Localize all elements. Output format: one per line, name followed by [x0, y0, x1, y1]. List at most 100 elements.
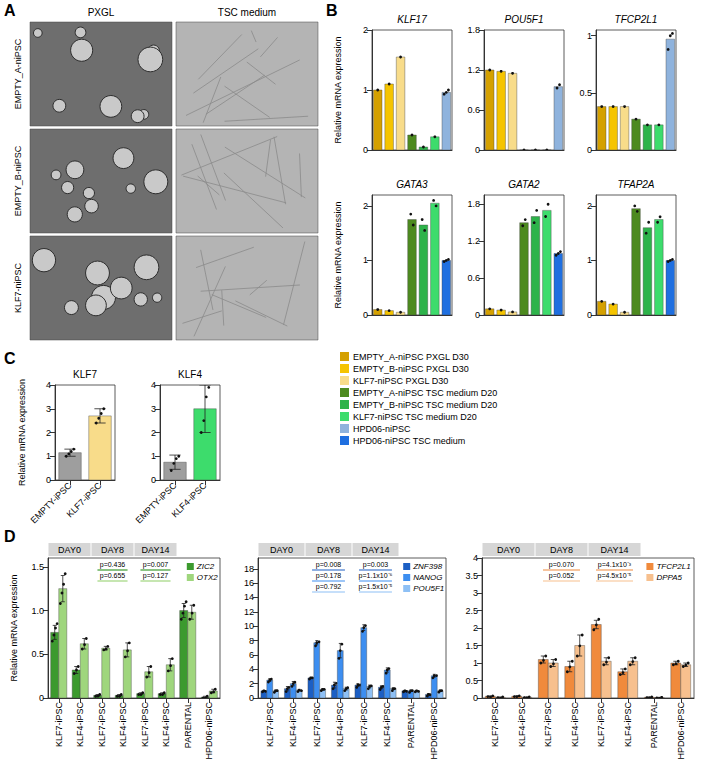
svg-text:Relative mRNA expression: Relative mRNA expression: [9, 574, 19, 681]
svg-text:1: 1: [473, 658, 478, 668]
svg-text:PXGL: PXGL: [88, 7, 115, 18]
svg-text:1.8: 1.8: [467, 25, 480, 35]
svg-text:DAY14: DAY14: [142, 545, 170, 555]
svg-text:DPPA5: DPPA5: [656, 573, 682, 582]
svg-text:2: 2: [473, 623, 478, 633]
svg-text:EMPTY_A-niPSC PXGL D30: EMPTY_A-niPSC PXGL D30: [353, 352, 469, 362]
svg-text:p=4.5x10⁻⁵: p=4.5x10⁻⁵: [598, 572, 632, 580]
svg-text:2: 2: [363, 25, 368, 35]
svg-text:KLF7-iPSC: KLF7-iPSC: [543, 702, 553, 748]
svg-text:HPD06-niPSC: HPD06-niPSC: [204, 702, 214, 760]
svg-text:8: 8: [249, 636, 254, 646]
svg-text:HPD06-niPSC: HPD06-niPSC: [353, 424, 411, 434]
svg-text:C: C: [4, 350, 16, 367]
svg-text:12: 12: [244, 607, 254, 617]
svg-text:4: 4: [249, 664, 254, 674]
svg-text:KLF17: KLF17: [397, 14, 427, 25]
svg-text:B: B: [326, 2, 338, 19]
svg-text:2.5: 2.5: [465, 606, 478, 616]
svg-text:p=0.007: p=0.007: [143, 561, 169, 569]
svg-text:KLF4-iPSC: KLF4-iPSC: [170, 480, 209, 519]
svg-text:EMPTY_B-niPSC PXGL D30: EMPTY_B-niPSC PXGL D30: [353, 364, 469, 374]
svg-text:2: 2: [249, 679, 254, 689]
svg-text:TFCP2L1: TFCP2L1: [656, 562, 690, 571]
svg-text:2: 2: [46, 428, 51, 438]
svg-text:EMPTY_A-niPSC: EMPTY_A-niPSC: [13, 38, 23, 109]
svg-text:KLF7-iPSC: KLF7-iPSC: [65, 480, 104, 519]
svg-text:p=1.1x10⁻⁶: p=1.1x10⁻⁶: [359, 572, 393, 580]
svg-text:KLF4-iPSC: KLF4-iPSC: [570, 702, 580, 748]
svg-text:3: 3: [473, 588, 478, 598]
svg-text:0: 0: [151, 475, 156, 485]
svg-text:3: 3: [151, 404, 156, 414]
svg-text:0: 0: [475, 145, 480, 155]
svg-text:1: 1: [46, 451, 51, 461]
svg-text:p=0.178: p=0.178: [316, 572, 342, 580]
svg-text:10: 10: [244, 621, 254, 631]
svg-text:0: 0: [475, 310, 480, 320]
svg-text:0: 0: [249, 693, 254, 703]
svg-text:DAY8: DAY8: [317, 545, 340, 555]
svg-text:0: 0: [39, 693, 44, 703]
svg-text:4: 4: [46, 380, 51, 390]
svg-text:TFAP2A: TFAP2A: [617, 179, 654, 190]
svg-text:EMPTY-iPSC: EMPTY-iPSC: [134, 480, 179, 525]
svg-text:DAY14: DAY14: [601, 545, 629, 555]
svg-text:1: 1: [587, 255, 592, 265]
svg-text:14: 14: [244, 592, 254, 602]
svg-text:KLF7-niPSC TSC medium D20: KLF7-niPSC TSC medium D20: [353, 412, 477, 422]
svg-text:p=0.070: p=0.070: [549, 561, 575, 569]
svg-text:2: 2: [363, 201, 368, 211]
svg-text:1: 1: [363, 255, 368, 265]
svg-text:0.6: 0.6: [467, 105, 480, 115]
svg-text:OTX2: OTX2: [197, 573, 218, 582]
svg-text:KLF7-iPSC: KLF7-iPSC: [490, 702, 500, 748]
svg-text:KLF7-niPSC: KLF7-niPSC: [13, 262, 23, 313]
svg-text:KLF4-iPSC: KLF4-iPSC: [118, 702, 128, 748]
svg-text:DAY0: DAY0: [58, 545, 81, 555]
svg-text:KLF7-iPSC: KLF7-iPSC: [140, 702, 150, 748]
svg-text:6: 6: [249, 650, 254, 660]
svg-text:p=0.436: p=0.436: [100, 561, 126, 569]
svg-text:0: 0: [363, 145, 368, 155]
svg-text:GATA2: GATA2: [508, 179, 540, 190]
svg-text:EMPTY-iPSC: EMPTY-iPSC: [29, 480, 74, 525]
svg-text:GATA3: GATA3: [396, 179, 428, 190]
svg-text:TSC medium: TSC medium: [218, 7, 276, 18]
svg-text:0: 0: [587, 145, 592, 155]
svg-text:KLF7-iPSC: KLF7-iPSC: [265, 702, 275, 748]
svg-text:0: 0: [46, 475, 51, 485]
svg-text:1.5: 1.5: [465, 641, 478, 651]
svg-text:1: 1: [587, 31, 592, 41]
svg-text:KLF4-iPSC: KLF4-iPSC: [288, 702, 298, 748]
svg-text:ZNF398: ZNF398: [412, 562, 442, 571]
svg-text:p=1.5x10⁻⁵: p=1.5x10⁻⁵: [359, 583, 393, 591]
svg-text:1.2: 1.2: [467, 236, 480, 246]
svg-text:1.8: 1.8: [467, 199, 480, 209]
svg-text:KLF4: KLF4: [178, 369, 202, 380]
svg-text:18: 18: [244, 564, 254, 574]
svg-text:0.6: 0.6: [467, 273, 480, 283]
svg-text:1: 1: [363, 85, 368, 95]
svg-text:KLF4-iPSC: KLF4-iPSC: [623, 702, 633, 748]
svg-text:1: 1: [151, 451, 156, 461]
svg-text:p=4.1x10⁻³: p=4.1x10⁻³: [598, 561, 632, 569]
svg-text:1.0: 1.0: [31, 606, 44, 616]
svg-text:HPD06-niPSC: HPD06-niPSC: [676, 702, 686, 760]
svg-text:Relative mRNA expression: Relative mRNA expression: [333, 36, 343, 143]
svg-text:KLF7-iPSC: KLF7-iPSC: [97, 702, 107, 748]
svg-text:KLF4-iPSC: KLF4-iPSC: [517, 702, 527, 748]
svg-text:PARENTAL: PARENTAL: [183, 702, 193, 748]
svg-text:p=0.127: p=0.127: [143, 572, 169, 580]
svg-text:DAY8: DAY8: [101, 545, 124, 555]
svg-text:POU5F1: POU5F1: [505, 14, 544, 25]
svg-text:PARENTAL: PARENTAL: [649, 702, 659, 748]
svg-text:KLF7-iPSC: KLF7-iPSC: [359, 702, 369, 748]
svg-text:0: 0: [587, 310, 592, 320]
svg-text:16: 16: [244, 578, 254, 588]
svg-text:2: 2: [587, 201, 592, 211]
svg-text:KLF4-iPSC: KLF4-iPSC: [382, 702, 392, 748]
svg-text:EMPTY_A-niPSC TSC medium D20: EMPTY_A-niPSC TSC medium D20: [353, 388, 497, 398]
svg-text:KLF4-iPSC: KLF4-iPSC: [335, 702, 345, 748]
svg-text:A: A: [4, 2, 16, 19]
